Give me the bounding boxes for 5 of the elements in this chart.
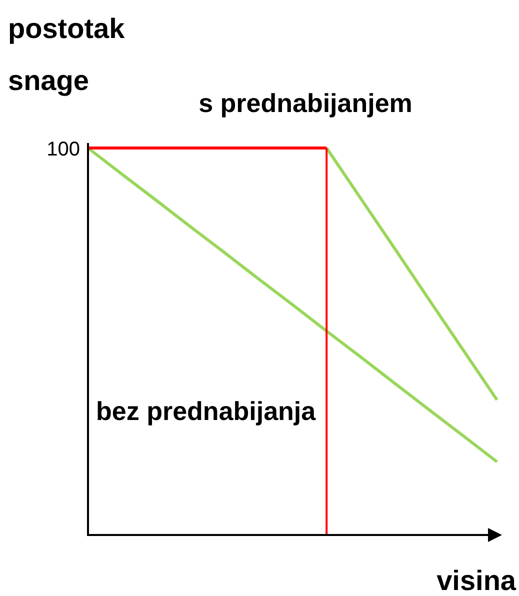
text: bez prednabijanja — [96, 396, 316, 426]
y-axis-title: postotak snage — [8, 13, 126, 96]
series-label: s prednabijanjem — [198, 88, 412, 118]
x-axis-title: visina — [436, 565, 516, 596]
text: 100 — [46, 138, 80, 161]
